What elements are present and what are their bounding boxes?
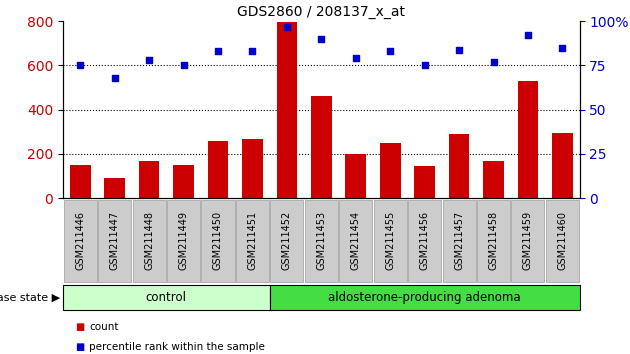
Text: GSM211460: GSM211460 xyxy=(558,211,568,270)
Text: GSM211459: GSM211459 xyxy=(523,211,533,270)
Text: GSM211457: GSM211457 xyxy=(454,211,464,270)
Point xyxy=(75,63,85,68)
Point xyxy=(110,75,120,81)
FancyBboxPatch shape xyxy=(202,200,234,281)
FancyBboxPatch shape xyxy=(512,200,544,281)
Point xyxy=(420,63,430,68)
Text: control: control xyxy=(146,291,187,304)
Bar xyxy=(552,133,573,198)
FancyBboxPatch shape xyxy=(408,200,441,281)
Text: GSM211452: GSM211452 xyxy=(282,211,292,270)
FancyBboxPatch shape xyxy=(98,200,131,281)
Bar xyxy=(242,138,263,198)
FancyBboxPatch shape xyxy=(477,200,510,281)
Text: percentile rank within the sample: percentile rank within the sample xyxy=(89,342,265,352)
Text: GSM211453: GSM211453 xyxy=(316,211,326,270)
Point xyxy=(282,24,292,29)
Bar xyxy=(518,81,538,198)
Text: GSM211450: GSM211450 xyxy=(213,211,223,270)
Bar xyxy=(173,165,194,198)
Text: GSM211448: GSM211448 xyxy=(144,211,154,270)
Text: count: count xyxy=(89,322,119,332)
Text: GSM211458: GSM211458 xyxy=(488,211,498,270)
FancyBboxPatch shape xyxy=(63,285,270,310)
Text: GSM211446: GSM211446 xyxy=(75,211,85,270)
FancyBboxPatch shape xyxy=(546,200,579,281)
FancyBboxPatch shape xyxy=(167,200,200,281)
FancyBboxPatch shape xyxy=(270,200,304,281)
Text: GSM211451: GSM211451 xyxy=(248,211,258,270)
Point xyxy=(385,48,395,54)
FancyBboxPatch shape xyxy=(442,200,476,281)
Text: GSM211455: GSM211455 xyxy=(385,211,395,270)
Bar xyxy=(415,166,435,198)
Point xyxy=(488,59,498,65)
Text: ■: ■ xyxy=(76,322,85,332)
FancyBboxPatch shape xyxy=(132,200,166,281)
Point xyxy=(523,33,533,38)
Text: aldosterone-producing adenoma: aldosterone-producing adenoma xyxy=(328,291,521,304)
Bar xyxy=(380,143,401,198)
Point xyxy=(316,36,326,42)
Point xyxy=(248,48,258,54)
FancyBboxPatch shape xyxy=(270,285,580,310)
Bar xyxy=(208,141,228,198)
FancyBboxPatch shape xyxy=(305,200,338,281)
Bar xyxy=(311,97,331,198)
Bar xyxy=(277,22,297,198)
Bar xyxy=(70,166,91,198)
Bar xyxy=(139,161,159,198)
FancyBboxPatch shape xyxy=(64,200,97,281)
Text: disease state ▶: disease state ▶ xyxy=(0,292,60,302)
Text: GSM211456: GSM211456 xyxy=(420,211,430,270)
Bar xyxy=(345,154,366,198)
Point xyxy=(351,56,361,61)
Point xyxy=(144,57,154,63)
Bar xyxy=(449,134,469,198)
Point xyxy=(178,63,188,68)
FancyBboxPatch shape xyxy=(374,200,407,281)
Text: GSM211454: GSM211454 xyxy=(351,211,361,270)
Point xyxy=(213,48,223,54)
Point xyxy=(454,47,464,52)
Text: GSM211447: GSM211447 xyxy=(110,211,120,270)
Title: GDS2860 / 208137_x_at: GDS2860 / 208137_x_at xyxy=(238,5,405,19)
Text: GSM211449: GSM211449 xyxy=(178,211,188,270)
Point xyxy=(558,45,568,51)
FancyBboxPatch shape xyxy=(339,200,372,281)
Bar xyxy=(483,161,504,198)
Bar xyxy=(105,178,125,198)
FancyBboxPatch shape xyxy=(236,200,269,281)
Text: ■: ■ xyxy=(76,342,85,352)
